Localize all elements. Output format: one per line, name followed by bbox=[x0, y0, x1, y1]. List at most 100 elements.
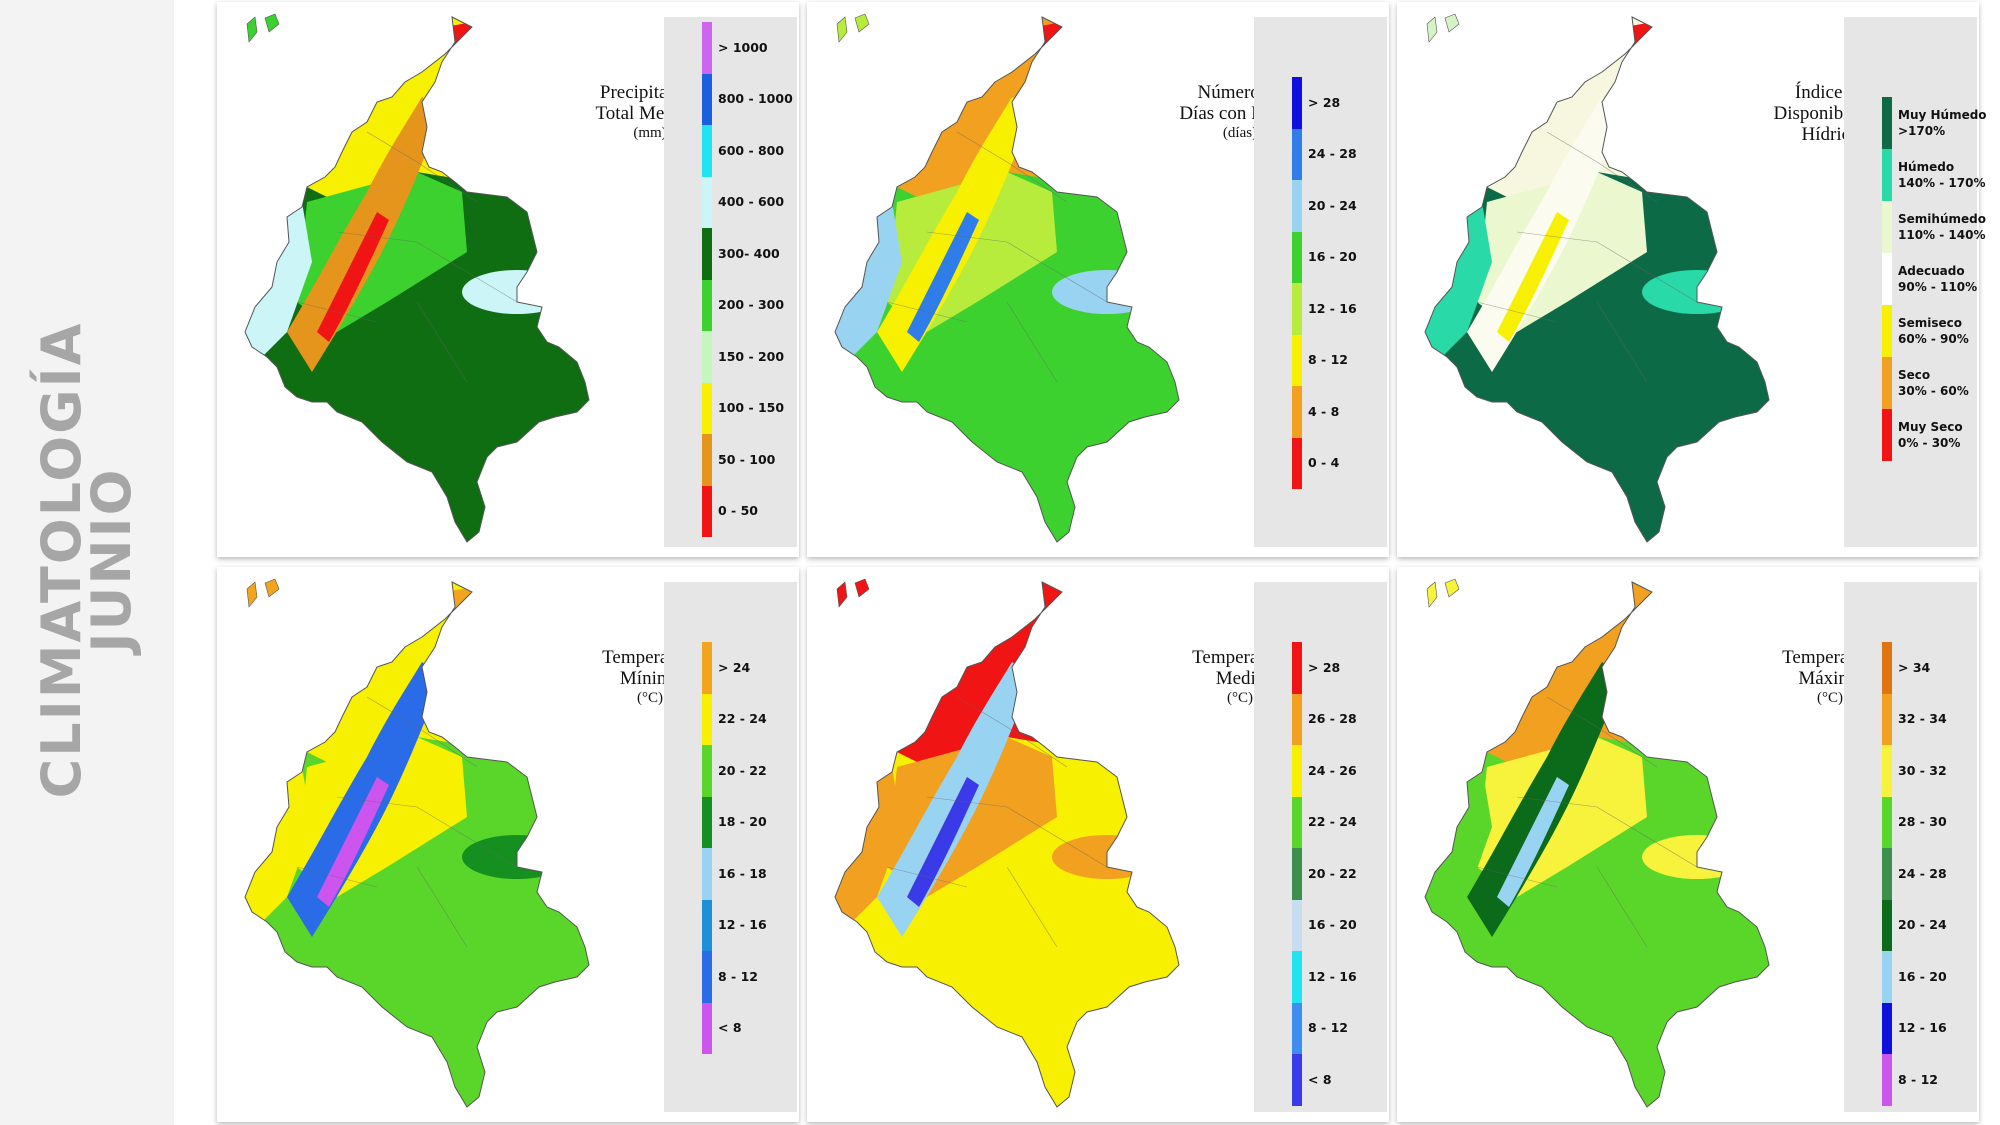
legend-label: 8 - 12 bbox=[718, 969, 758, 984]
legend-label: 26 - 28 bbox=[1308, 711, 1357, 726]
island-san-andres bbox=[246, 16, 258, 43]
legend-swatch bbox=[1882, 201, 1892, 253]
legend: > 34 32 - 34 30 - 32 28 - 30 24 - 28 20 - 24 1… bbox=[1844, 582, 1977, 1112]
legend-item: 12 - 16 bbox=[1254, 283, 1387, 335]
legend-label-text: 200 - 300 bbox=[718, 297, 785, 313]
legend-label-text: 22 - 24 bbox=[1308, 814, 1357, 830]
country-outline bbox=[834, 16, 1180, 543]
colombia-map bbox=[834, 13, 1180, 543]
region-andes bbox=[877, 662, 1032, 937]
legend-label-text: 16 - 18 bbox=[718, 865, 767, 881]
legend-label-text: 24 - 26 bbox=[1308, 762, 1357, 778]
legend-label: 150 - 200 bbox=[718, 349, 784, 364]
legend-label-text: 100 - 150 bbox=[718, 400, 785, 416]
legend-item: 300- 400 bbox=[664, 228, 797, 280]
department-borders bbox=[1476, 131, 1698, 383]
legend-item: 16 - 20 bbox=[1254, 899, 1387, 951]
legend-label: 20 - 24 bbox=[1898, 917, 1947, 932]
legend-label-range: 110% - 140% bbox=[1898, 228, 1986, 242]
island-san-andres bbox=[1426, 16, 1438, 43]
page-title-line2: JUNIO bbox=[80, 467, 143, 653]
legend-swatch bbox=[1292, 899, 1302, 951]
legend-swatch bbox=[1882, 97, 1892, 149]
map-panel-temp-minima: Temperatura Mínima (°C) > 24 22 - 24 20 - 22 1… bbox=[217, 567, 799, 1122]
legend: > 24 22 - 24 20 - 22 18 - 20 16 - 18 12 - 16 8… bbox=[664, 582, 797, 1112]
legend-label: 24 - 28 bbox=[1308, 146, 1357, 161]
map-unit: (°C) bbox=[1227, 690, 1253, 706]
legend-label-text: > 1000 bbox=[718, 39, 768, 55]
legend-swatch bbox=[1882, 642, 1892, 694]
map-panel-temp-maxima: Temperatura Máxima (°C) > 34 32 - 34 30 - 32 2… bbox=[1397, 567, 1979, 1122]
legend-item: Adecuado 90% - 110% bbox=[1844, 253, 1977, 305]
legend: > 28 24 - 28 20 - 24 16 - 20 12 - 16 8 - 12 4 … bbox=[1254, 17, 1387, 547]
legend-label-text: 30 - 32 bbox=[1898, 762, 1947, 778]
region-andes-core bbox=[1497, 777, 1569, 907]
legend: > 1000 800 - 1000 600 - 800 400 - 600 300- 4… bbox=[664, 17, 797, 547]
legend-swatch bbox=[1292, 231, 1302, 283]
legend-label-text: 16 - 20 bbox=[1308, 917, 1357, 933]
legend-swatch bbox=[1292, 437, 1302, 489]
legend-label-text: 800 - 1000 bbox=[718, 91, 793, 107]
legend-item: 26 - 28 bbox=[1254, 693, 1387, 745]
legend-label: 12 - 16 bbox=[1308, 969, 1357, 984]
legend-item: 20 - 24 bbox=[1254, 180, 1387, 232]
legend-swatch bbox=[1292, 128, 1302, 180]
legend-label: Adecuado 90% - 110% bbox=[1898, 263, 1977, 295]
legend-label-text: Húmedo bbox=[1898, 160, 1955, 174]
legend-swatch bbox=[702, 848, 712, 900]
legend-swatch bbox=[1292, 1054, 1302, 1106]
legend-label: 50 - 100 bbox=[718, 452, 775, 467]
legend-label-text: 12 - 16 bbox=[1308, 968, 1357, 984]
map-unit: (días) bbox=[1222, 125, 1258, 141]
legend-swatch bbox=[702, 73, 712, 125]
legend-label-text: 12 - 16 bbox=[1898, 1020, 1947, 1036]
legend-label-text: 8 - 12 bbox=[1308, 352, 1348, 368]
legend-label-text: 20 - 22 bbox=[718, 762, 767, 778]
legend-item: 28 - 30 bbox=[1844, 796, 1977, 848]
legend-item: 8 - 12 bbox=[1254, 1002, 1387, 1054]
legend-swatch bbox=[1292, 1002, 1302, 1054]
map-unit: (°C) bbox=[637, 690, 663, 706]
legend-label: 16 - 18 bbox=[718, 866, 767, 881]
legend-label-range: 30% - 60% bbox=[1898, 384, 1969, 398]
country-outline bbox=[1424, 581, 1770, 1108]
legend-label-text: 600 - 800 bbox=[718, 142, 785, 158]
legend-label-text: Adecuado bbox=[1898, 264, 1965, 278]
region-andes-core bbox=[317, 777, 389, 907]
legend-item: 18 - 20 bbox=[664, 796, 797, 848]
department-borders bbox=[296, 131, 518, 383]
legend-item: 16 - 20 bbox=[1844, 951, 1977, 1003]
legend-item: 400 - 600 bbox=[664, 176, 797, 228]
legend-swatch bbox=[1292, 796, 1302, 848]
legend-label-text: 16 - 20 bbox=[1308, 249, 1357, 265]
legend-label-text: > 34 bbox=[1898, 659, 1931, 675]
legend-swatch bbox=[1882, 357, 1892, 409]
legend-label-text: 400 - 600 bbox=[718, 194, 785, 210]
region-andes-core bbox=[1497, 212, 1569, 342]
legend-swatch bbox=[702, 485, 712, 537]
legend-item: 32 - 34 bbox=[1844, 693, 1977, 745]
legend-label: 30 - 32 bbox=[1898, 763, 1947, 778]
legend-label: 8 - 12 bbox=[1308, 352, 1348, 367]
map-panel-disponibilidad: Índice de Disponibilidad Hídrica Muy Húmedo… bbox=[1397, 2, 1987, 557]
legend-label: 22 - 24 bbox=[718, 711, 767, 726]
legend-item: Semihúmedo 110% - 140% bbox=[1844, 201, 1986, 253]
legend-swatch bbox=[702, 951, 712, 1003]
map-unit: (°C) bbox=[1817, 690, 1843, 706]
legend-label: Semihúmedo 110% - 140% bbox=[1898, 211, 1986, 243]
legend-swatch bbox=[1292, 334, 1302, 386]
legend-label: 24 - 26 bbox=[1308, 763, 1357, 778]
legend-swatch bbox=[1292, 283, 1302, 335]
legend-label: 12 - 16 bbox=[1898, 1020, 1947, 1035]
legend-label-text: Muy Seco bbox=[1898, 420, 1963, 434]
department-borders bbox=[1476, 696, 1698, 948]
island-san-andres bbox=[1426, 581, 1438, 608]
legend-label-text: 20 - 24 bbox=[1898, 917, 1947, 933]
island-san-andres bbox=[836, 581, 848, 608]
legend-label-text: 28 - 30 bbox=[1898, 814, 1947, 830]
legend-label: 8 - 12 bbox=[1898, 1072, 1938, 1087]
legend-swatch bbox=[1882, 409, 1892, 461]
country-outline bbox=[244, 581, 590, 1108]
legend-label-text: 20 - 22 bbox=[1308, 865, 1357, 881]
legend-label-text: Semiseco bbox=[1898, 316, 1963, 330]
